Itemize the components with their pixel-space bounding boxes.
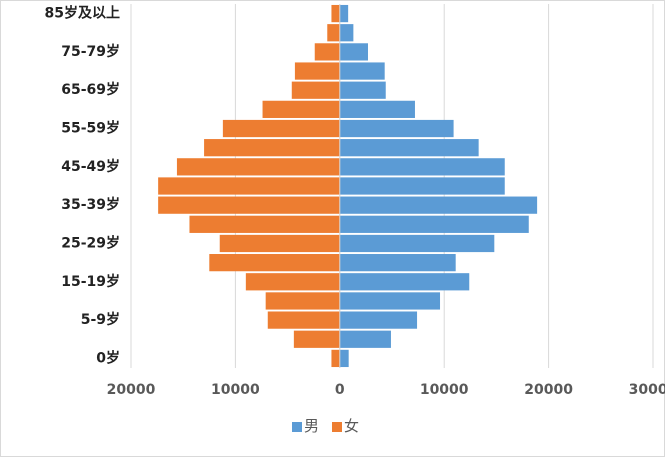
x-tick-label: 0 — [335, 382, 345, 398]
bar — [176, 158, 340, 176]
y-tick-label: 5-9岁 — [81, 311, 120, 328]
x-tick-label: 10000 — [420, 382, 469, 398]
y-tick-label: 0岁 — [96, 349, 120, 366]
y-tick-label: 45-49岁 — [61, 158, 120, 175]
bar — [219, 234, 340, 253]
legend-label: 男 — [304, 417, 319, 435]
bar — [209, 254, 340, 272]
y-tick-label: 25-29岁 — [61, 234, 120, 251]
bar — [339, 330, 391, 348]
bar — [265, 292, 340, 310]
bar — [339, 139, 479, 157]
bar — [339, 4, 349, 23]
bar — [158, 177, 340, 195]
bar — [339, 349, 349, 368]
y-tick-label: 55-59岁 — [61, 120, 120, 137]
bar — [339, 215, 529, 233]
bar — [339, 81, 386, 99]
bar — [339, 24, 354, 42]
bar — [339, 62, 385, 80]
bar — [339, 311, 418, 329]
x-tick-label: 20000 — [107, 382, 156, 398]
bar — [314, 43, 340, 61]
legend-label: 女 — [344, 417, 359, 435]
bar — [339, 158, 505, 176]
bar — [158, 196, 340, 214]
bar — [245, 273, 340, 291]
x-tick-label: 10000 — [211, 382, 260, 398]
legend-swatch — [332, 422, 342, 432]
y-tick-label: 65-69岁 — [61, 81, 120, 98]
bar — [293, 330, 340, 348]
bar — [339, 100, 415, 118]
bar — [339, 43, 368, 61]
bar — [291, 81, 340, 99]
bar — [339, 292, 441, 310]
bar — [267, 311, 340, 329]
bar — [339, 273, 470, 291]
bar — [222, 119, 340, 138]
bar — [331, 4, 340, 23]
bar — [204, 139, 340, 157]
x-tick-label: 20000 — [524, 382, 573, 398]
bar — [262, 100, 340, 118]
y-tick-label: 75-79岁 — [61, 43, 120, 60]
bar — [339, 234, 495, 253]
bar — [339, 254, 456, 272]
bar — [339, 119, 454, 138]
bar — [339, 196, 538, 214]
y-tick-label: 35-39岁 — [61, 196, 120, 213]
bar — [327, 24, 340, 42]
bar — [189, 215, 340, 233]
bar — [294, 62, 340, 80]
y-tick-label: 85岁及以上 — [45, 5, 120, 22]
y-tick-label: 15-19岁 — [61, 273, 120, 290]
bar — [339, 177, 505, 195]
legend-swatch — [292, 422, 302, 432]
bar — [331, 349, 340, 368]
